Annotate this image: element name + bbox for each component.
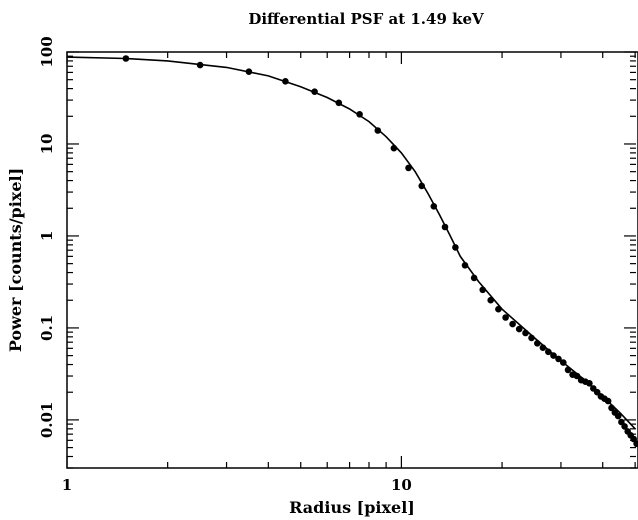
data-points [122,55,638,448]
data-point [461,262,469,269]
data-point [418,182,426,190]
data-point [545,348,552,356]
axis-ticks [66,51,636,469]
data-point [390,144,398,152]
y-tick-label: 0.01 [38,402,56,439]
y-tick-label: 10 [38,134,56,155]
y-tick-label: 100 [38,36,56,67]
data-point [335,99,343,107]
data-point [564,366,572,374]
data-point [311,88,318,95]
data-point [122,55,130,62]
data-point [539,344,547,352]
chart-title: Differential PSF at 1.49 keV [248,10,484,28]
data-point [573,372,581,380]
data-point [630,435,637,443]
data-point [479,286,487,294]
plot-frame [66,51,638,469]
data-point [405,164,412,172]
y-tick-label: 0.1 [38,315,56,341]
y-axis-label: Power [counts/pixel] [6,168,25,352]
data-point [534,340,541,347]
x-axis-label: Radius [pixel] [289,498,415,517]
data-point [528,334,535,342]
model-curve [66,56,636,430]
tick-labels: 1 10 100 10 1 0.1 0.01 [38,36,412,494]
data-point [282,78,289,85]
x-tick-label: 1 [62,476,72,494]
data-point [452,244,459,251]
data-point [586,380,593,387]
data-point [196,61,204,69]
data-point [560,359,567,366]
data-point [470,274,478,282]
y-tick-label: 1 [38,231,56,241]
data-point [608,404,615,412]
data-point [495,305,502,313]
data-point [604,397,612,405]
data-point [502,314,509,321]
data-point [555,355,562,363]
data-point [614,412,622,420]
data-point [515,325,523,333]
data-point [509,320,516,328]
data-point [633,440,638,448]
data-point [245,68,253,75]
data-point [487,296,495,304]
data-point [621,423,628,430]
data-point [522,329,529,337]
data-point [550,352,557,359]
data-point [430,203,438,210]
data-point [441,223,449,231]
data-point [356,111,363,118]
x-tick-label: 10 [391,476,412,494]
data-point [374,127,382,134]
